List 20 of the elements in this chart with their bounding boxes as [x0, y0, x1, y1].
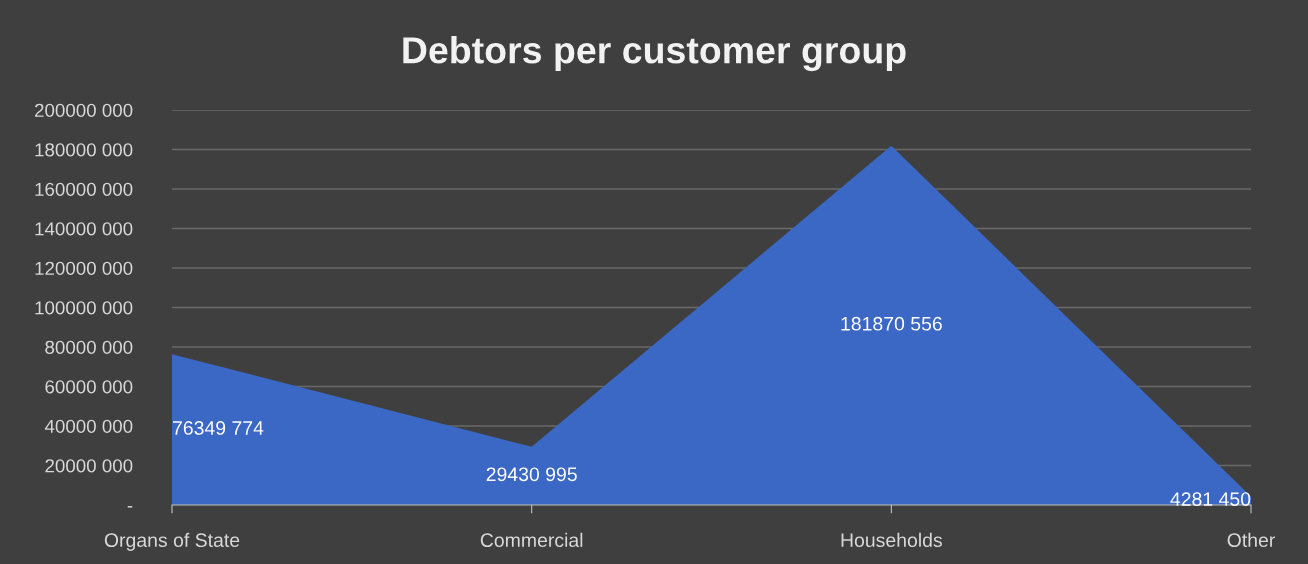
y-tick-label: 80000 000	[45, 340, 133, 354]
y-tick-label: 180000 000	[35, 143, 133, 157]
y-tick-label: 140000 000	[35, 222, 133, 236]
x-tick-label: Other	[1227, 532, 1275, 548]
y-tick-label: 160000 000	[35, 182, 133, 196]
text: 29430 995	[486, 467, 577, 482]
x-tick-label: Households	[841, 532, 942, 548]
x-tick-label: Commercial	[480, 532, 583, 548]
y-tick-label: 40000 000	[44, 419, 133, 433]
y-tick-label: 20000 000	[45, 459, 133, 473]
y-tick-label: -	[127, 506, 133, 508]
y-tick-label: 200000 000	[35, 103, 133, 117]
y-tick-label: 100000 000	[35, 301, 133, 315]
text: 76349 774	[173, 421, 264, 435]
y-tick-label: 120000 000	[35, 261, 133, 275]
x-tick-label: Organs of State	[104, 532, 240, 551]
text: 181870 556	[841, 316, 942, 331]
y-tick-label: 60000 000	[45, 380, 133, 394]
text: 4281 450	[1170, 492, 1251, 506]
chart-title: Debtors per customer group	[403, 36, 906, 72]
